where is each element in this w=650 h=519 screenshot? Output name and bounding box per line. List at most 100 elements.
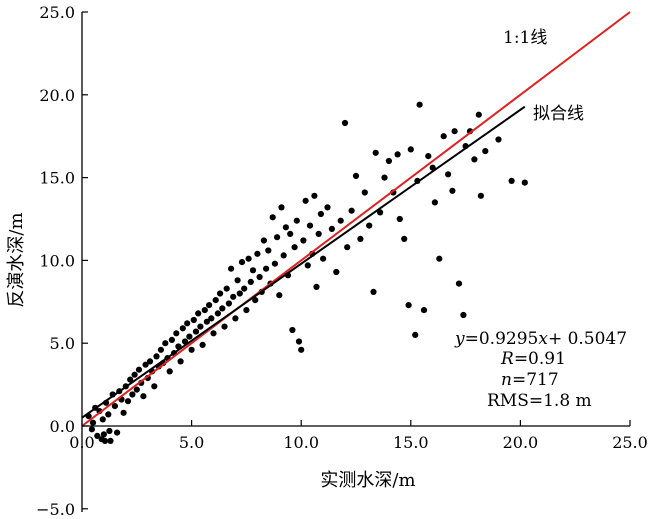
scatter-point: [337, 217, 344, 224]
scatter-point: [317, 210, 324, 218]
scatter-point: [370, 288, 377, 295]
scatter-point: [295, 338, 303, 345]
scatter-point: [372, 149, 379, 156]
scatter-point: [146, 358, 154, 365]
scatter-point: [124, 398, 132, 405]
scatter-point: [221, 323, 228, 330]
scatter-point: [203, 318, 210, 325]
scatter-point: [449, 187, 456, 194]
scatter-point: [247, 278, 254, 285]
scatter-point: [131, 371, 138, 378]
scatter-point: [521, 179, 528, 186]
scatter-point: [287, 230, 294, 237]
x-tick-label: 25.0: [612, 433, 648, 452]
y-tick-label: 10.0: [39, 251, 75, 270]
x-tick-label: 20.0: [503, 433, 539, 452]
scatter-point: [214, 310, 221, 317]
scatter-point: [210, 330, 217, 337]
scatter-point: [401, 235, 408, 242]
scatter-point: [94, 432, 101, 439]
scatter-point: [127, 376, 134, 383]
scatter-point: [230, 293, 237, 300]
scatter-point: [394, 151, 401, 158]
scatter-point: [361, 189, 368, 196]
scatter-point: [282, 224, 289, 231]
scatter-point: [420, 307, 428, 314]
scatter-point: [186, 333, 193, 340]
line-label-1to1: 1:1线: [503, 28, 547, 48]
scatter-point: [451, 128, 458, 135]
scatter-point: [129, 391, 136, 398]
scatter-point: [298, 346, 305, 353]
fit-line: [81, 105, 526, 419]
scatter-point: [88, 426, 95, 433]
scatter-point: [120, 409, 127, 416]
scatter-point: [293, 217, 300, 224]
scatter-point: [265, 247, 272, 254]
scatter-point: [223, 285, 230, 292]
scatter-point: [173, 330, 180, 337]
scatter-point: [252, 297, 259, 304]
n-label: n=717: [501, 370, 559, 390]
scatter-point: [243, 307, 250, 314]
scatter-point: [228, 265, 235, 272]
scatter-point: [195, 310, 202, 317]
scatter-point: [177, 358, 184, 365]
scatter-point: [416, 101, 423, 108]
scatter-point: [153, 353, 160, 360]
scatter-point: [269, 214, 276, 221]
scatter-point: [179, 325, 186, 332]
scatter-point: [304, 262, 311, 269]
scatter-point: [436, 255, 443, 262]
scatter-point: [254, 250, 261, 257]
scatter-point: [106, 427, 113, 435]
scatter-point: [151, 383, 158, 390]
scatter-point: [260, 237, 267, 244]
r-label: R=0.91: [500, 349, 566, 369]
y-tick-label: −5.0: [36, 500, 75, 519]
scatter-point: [206, 302, 213, 309]
y-tick-label: 25.0: [39, 3, 75, 22]
scatter-point: [166, 368, 173, 375]
scatter-point: [133, 386, 140, 393]
scatter-point: [328, 225, 335, 232]
scatter-point: [412, 331, 419, 338]
scatter-point: [99, 416, 106, 423]
scatter-point: [278, 204, 285, 211]
x-tick-label: 15.0: [393, 433, 429, 452]
data-points: [85, 101, 528, 444]
scatter-point: [341, 119, 349, 127]
scatter-point: [352, 172, 360, 179]
scatter-point: [333, 268, 340, 276]
scatter-point: [241, 285, 248, 292]
scatter-point: [455, 280, 463, 287]
scatter-point: [190, 316, 197, 324]
scatter-point: [142, 361, 149, 368]
scatter-point: [105, 411, 112, 418]
scatter-point: [234, 277, 241, 284]
scatter-point: [249, 267, 257, 274]
scatter-point: [396, 215, 403, 223]
scatter-point: [263, 265, 270, 272]
scatter-point: [482, 148, 489, 155]
scatter-point: [192, 328, 200, 335]
scatter-point: [300, 237, 307, 244]
scatter-point: [313, 283, 320, 290]
scatter-point: [101, 437, 109, 444]
scatter-point: [217, 290, 224, 297]
scatter-point: [291, 244, 298, 251]
scatter-point: [306, 222, 314, 229]
axes: [81, 12, 630, 512]
y-tick-label: 0.0: [50, 417, 75, 436]
scatter-point: [256, 273, 263, 281]
scatter-point: [366, 222, 373, 229]
scatter-point: [236, 290, 243, 297]
scatter-point: [184, 320, 191, 327]
scatter-point: [320, 255, 327, 262]
scatter-point: [324, 204, 331, 211]
scatter-point: [445, 171, 452, 178]
scatter-point: [157, 346, 164, 353]
scatter-point: [107, 437, 114, 444]
one-to-one-line: [81, 11, 631, 427]
